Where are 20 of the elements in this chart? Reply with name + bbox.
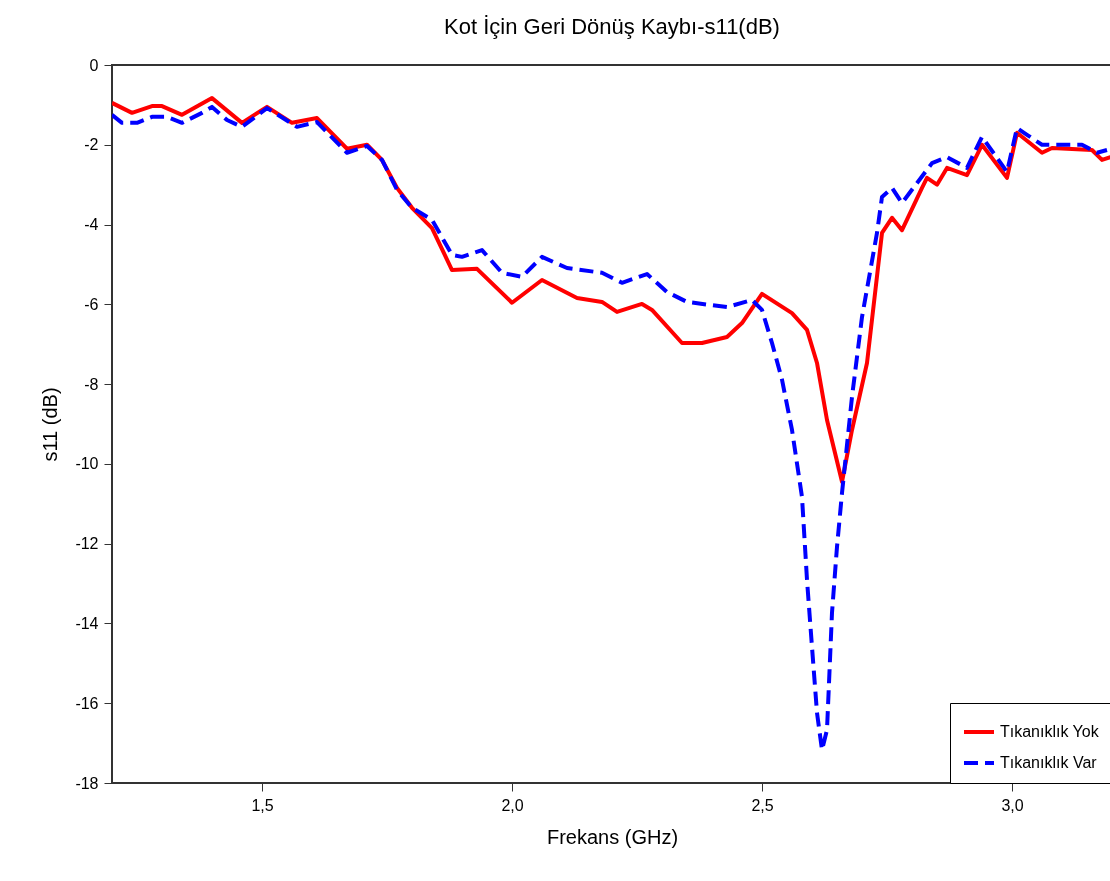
y-tick-label: -14 [75, 614, 99, 632]
line-series [112, 96, 1110, 484]
y-tick-label: 0 [89, 56, 99, 74]
y-axis-title: s11 (dB) [39, 387, 62, 462]
x-tick-label: 2,0 [501, 796, 524, 814]
y-tick-label: -4 [84, 216, 99, 234]
y-tick-label: -18 [75, 774, 99, 792]
y-tick-label: -8 [84, 375, 99, 393]
legend-label: Tıkanıklık Var [1000, 754, 1098, 771]
legend-label: Tıkanıklık Yok [1000, 723, 1100, 740]
y-tick-label: -10 [75, 455, 99, 473]
y-tick-label: -6 [84, 295, 99, 313]
x-tick-label: 3,0 [1001, 796, 1024, 814]
chart-title: Kot İçin Geri Dönüş Kaybı-s11(dB) [444, 14, 780, 39]
x-axis-title: Frekans (GHz) [546, 825, 679, 848]
x-tick-label: 2,5 [751, 796, 774, 814]
y-tick-label: -2 [84, 136, 99, 154]
x-tick-label: 1,5 [251, 796, 274, 814]
y-tick-label: -12 [75, 535, 99, 553]
y-tick-label: -16 [75, 694, 99, 712]
